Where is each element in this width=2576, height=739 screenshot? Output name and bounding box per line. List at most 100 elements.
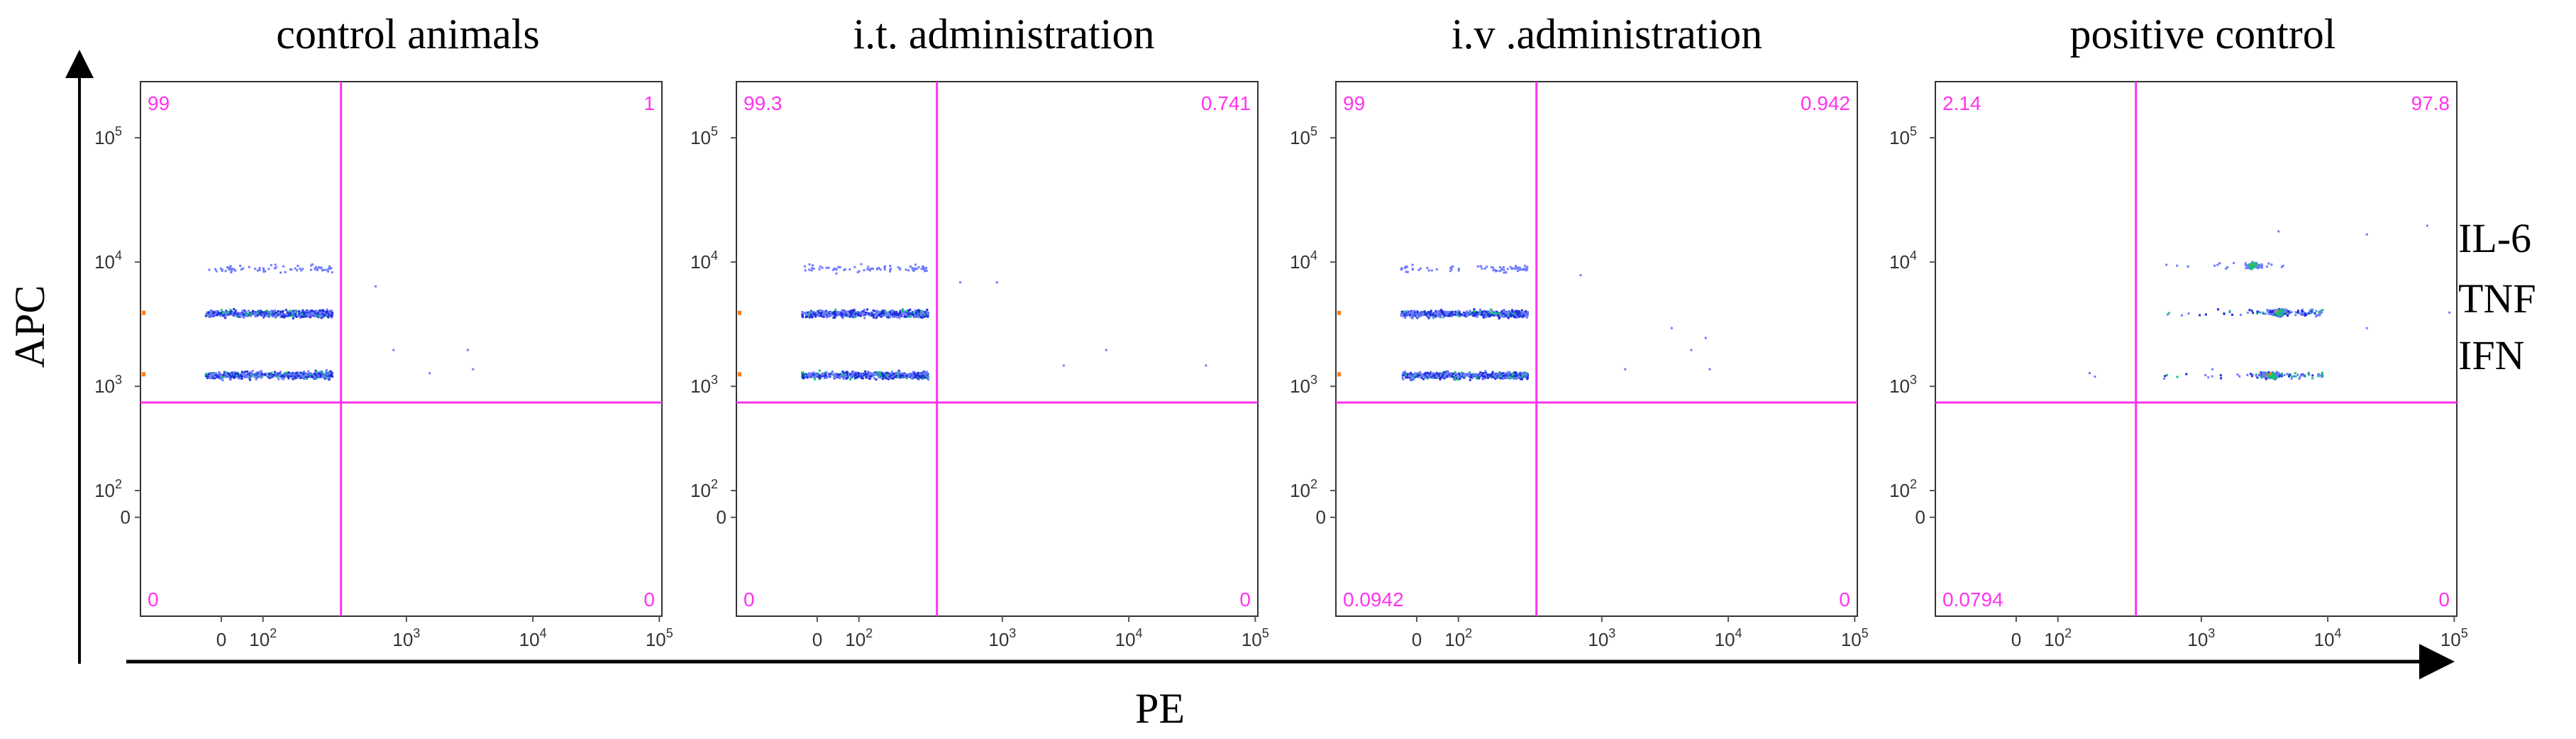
- event-dot: [879, 374, 882, 377]
- event-dot: [1403, 315, 1406, 318]
- event-dot: [1443, 377, 1446, 380]
- event-dot: [834, 316, 836, 319]
- event-dot: [233, 312, 236, 314]
- event-dot: [1427, 311, 1430, 314]
- event-dot: [903, 312, 906, 315]
- event-dot: [233, 371, 236, 373]
- event-dot: [318, 371, 321, 373]
- event-dot: [1485, 376, 1488, 379]
- event-dot: [884, 265, 887, 268]
- y-tick-label: 105: [1889, 124, 1917, 148]
- event-dot: [1458, 315, 1461, 318]
- event-dot: [1503, 313, 1505, 316]
- event-dot: [860, 377, 863, 380]
- event-dot: [264, 312, 267, 315]
- event-dot: [1487, 375, 1490, 378]
- y-tick-label: 102: [1889, 477, 1917, 501]
- event-dot: [273, 312, 276, 315]
- plot-frame: [736, 81, 1259, 617]
- event-dot: [898, 267, 901, 270]
- event-dot: [1458, 372, 1461, 375]
- event-dot: [1410, 375, 1413, 378]
- event-dot: [1402, 373, 1405, 376]
- event-dot: [836, 314, 839, 317]
- event-dot: [1502, 266, 1505, 268]
- event-dot: [295, 371, 298, 374]
- event-dot: [1423, 376, 1426, 379]
- event-dot: [1416, 311, 1419, 314]
- event-dot: [816, 374, 819, 377]
- event-dot: [834, 308, 837, 311]
- event-dot: [1489, 312, 1492, 314]
- event-dot: [886, 316, 889, 319]
- event-dot: [919, 373, 922, 376]
- event-dot: [914, 312, 917, 315]
- event-dot: [905, 268, 907, 271]
- event-dot: [1483, 316, 1486, 319]
- event-dot: [959, 281, 962, 284]
- event-dot: [1414, 372, 1417, 375]
- event-dot: [1416, 374, 1419, 377]
- event-dot: [852, 372, 855, 375]
- event-dot: [841, 317, 844, 319]
- event-dot: [1503, 268, 1505, 271]
- event-dot: [2282, 310, 2284, 313]
- event-dot: [1459, 313, 1462, 316]
- event-dot: [850, 309, 853, 312]
- event-dot: [1419, 371, 1422, 373]
- quadrant-percent-lower-right: 0: [1239, 589, 1251, 611]
- event-dot: [282, 374, 284, 377]
- event-dot: [2296, 373, 2299, 376]
- event-dot: [1430, 310, 1432, 312]
- event-dot: [328, 265, 331, 268]
- event-dot: [1435, 312, 1437, 315]
- event-dot: [321, 312, 324, 315]
- quadrant-percent-lower-left: 0.0794: [1942, 589, 2003, 611]
- y-tick-label: 0: [1316, 507, 1326, 528]
- event-dot: [850, 376, 853, 378]
- event-dot: [1433, 373, 1436, 376]
- plot-frame: [1335, 81, 1858, 617]
- event-dot: [1513, 371, 1516, 374]
- event-dot: [1454, 376, 1456, 378]
- event-dot: [822, 315, 824, 318]
- event-dot: [818, 378, 821, 381]
- event-dot: [883, 314, 886, 317]
- event-dot: [909, 308, 912, 311]
- event-dot: [857, 373, 860, 376]
- event-dot: [850, 314, 853, 317]
- event-dot: [1408, 376, 1411, 379]
- event-dot: [1425, 373, 1428, 376]
- event-dot: [848, 268, 851, 270]
- event-dot: [221, 376, 223, 378]
- event-dot: [1521, 373, 1524, 376]
- event-dot: [880, 312, 883, 315]
- event-dot: [923, 376, 926, 379]
- event-dot: [2309, 308, 2312, 311]
- event-dot: [280, 377, 283, 380]
- event-dot: [2275, 371, 2278, 373]
- event-dot: [824, 371, 827, 374]
- event-dot: [2228, 311, 2231, 314]
- event-dot: [1442, 316, 1444, 319]
- event-dot: [2264, 312, 2267, 315]
- event-dot: [827, 375, 830, 378]
- event-dot: [2259, 311, 2262, 314]
- event-dot: [1426, 371, 1429, 374]
- event-dot: [870, 314, 873, 317]
- event-dot: [1500, 373, 1503, 376]
- event-dot: [217, 310, 220, 313]
- event-dot: [868, 314, 871, 317]
- event-dot: [206, 375, 209, 378]
- event-dot: [905, 310, 908, 312]
- event-dot: [229, 309, 232, 312]
- event-dot: [861, 313, 864, 316]
- event-dot: [1471, 374, 1474, 377]
- event-dot: [866, 268, 869, 270]
- event-dot: [2279, 313, 2283, 317]
- event-dot: [2306, 312, 2309, 315]
- event-dot: [265, 375, 268, 378]
- event-dot: [1446, 375, 1449, 378]
- event-dot: [907, 310, 910, 313]
- event-dot: [230, 313, 233, 316]
